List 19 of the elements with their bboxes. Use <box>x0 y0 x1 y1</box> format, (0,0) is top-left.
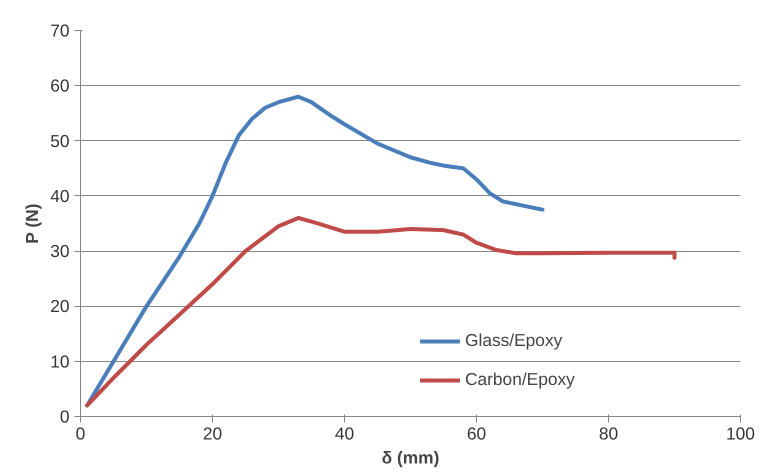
y-tick-label: 30 <box>50 241 70 262</box>
legend-label: Carbon/Epoxy <box>465 369 575 390</box>
y-tick-label: 40 <box>50 186 70 206</box>
x-tick-label: 100 <box>726 424 755 444</box>
y-tick-label: 60 <box>50 76 70 96</box>
x-tick-label: 40 <box>334 424 354 444</box>
line-series <box>85 216 676 408</box>
y-tick-label: 70 <box>50 20 70 40</box>
legend-label: Glass/Epoxy <box>465 330 562 351</box>
y-tick-label: 0 <box>60 406 70 426</box>
y-tick-label: 20 <box>50 296 70 316</box>
x-tick-label: 20 <box>202 424 222 444</box>
x-tick-label: 80 <box>598 424 618 444</box>
x-axis-title: δ (mm) <box>382 448 440 468</box>
y-axis-title: P (N) <box>22 204 42 244</box>
x-tick-label: 0 <box>76 424 86 444</box>
x-tick-label: 60 <box>466 424 486 444</box>
y-tick-label: 10 <box>50 351 70 372</box>
y-tick-label: 50 <box>50 130 70 151</box>
